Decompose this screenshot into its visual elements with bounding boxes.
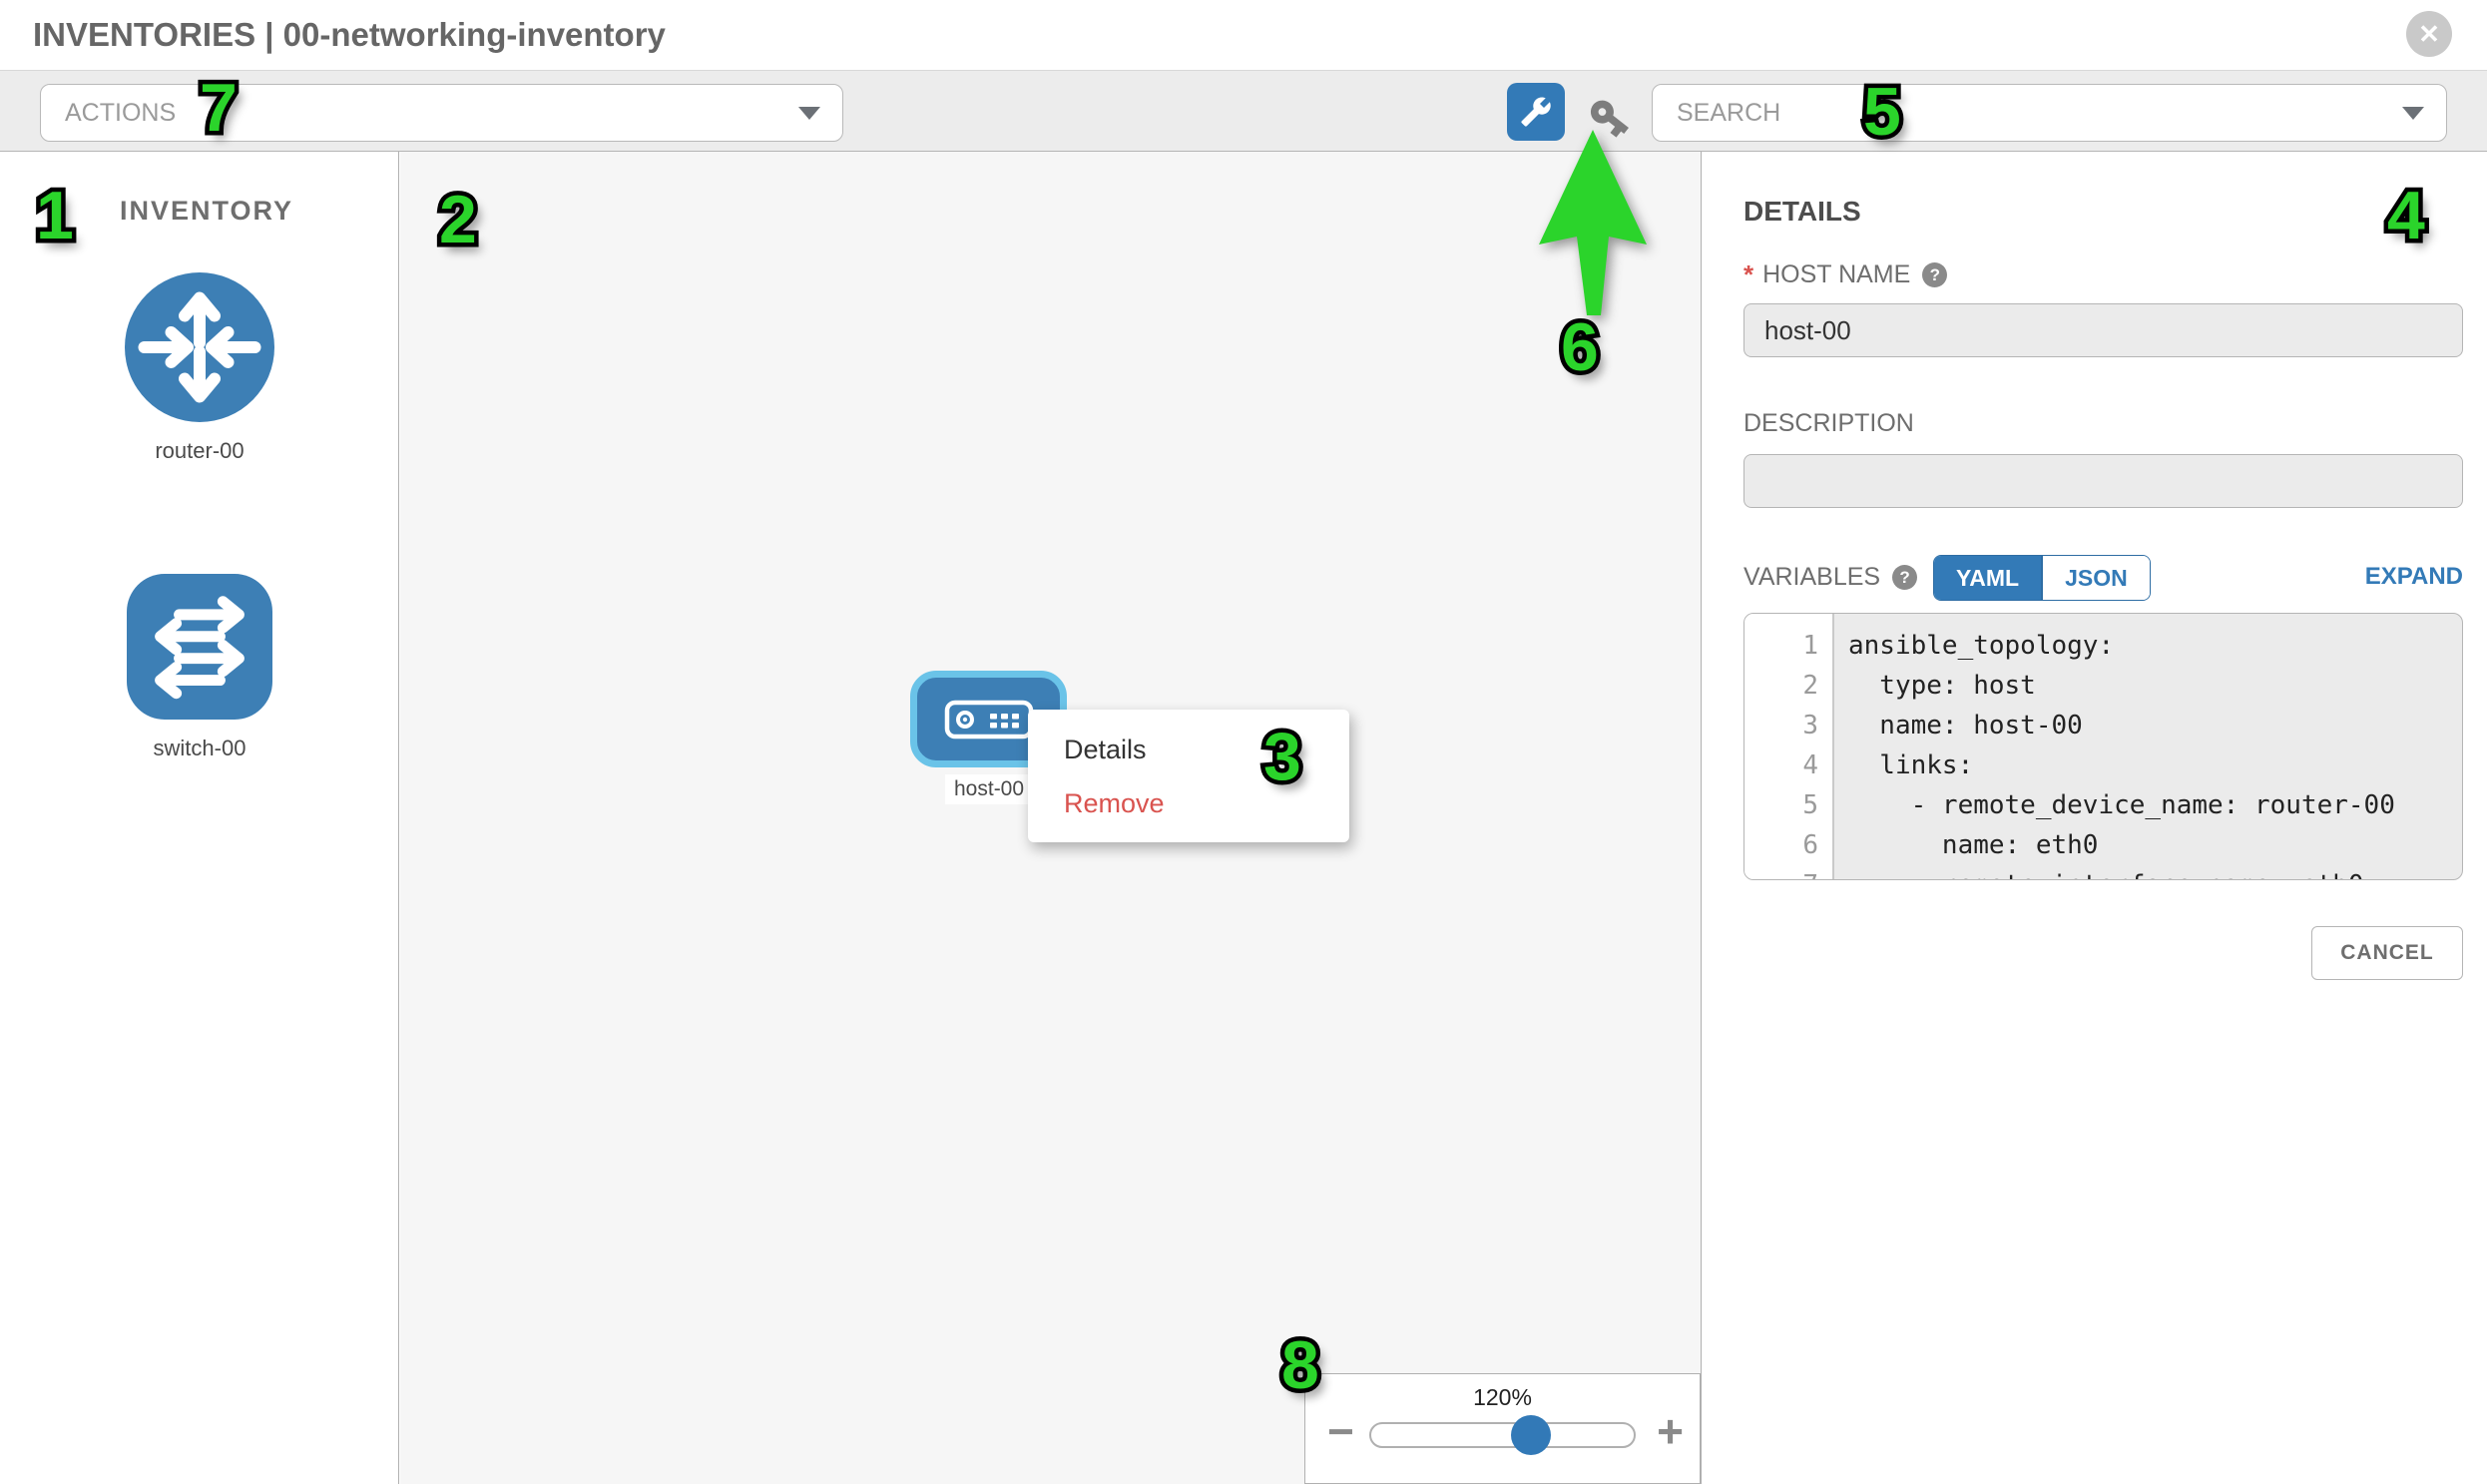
zoom-slider-thumb[interactable] (1511, 1415, 1551, 1455)
annotation-number-6: 6 (1557, 309, 1604, 386)
caret-down-icon (2402, 107, 2424, 120)
host-icon (944, 700, 1033, 739)
device-label: router-00 (155, 438, 245, 463)
device-label: switch-00 (153, 736, 247, 760)
host-name-label: HOST NAME (1762, 260, 1911, 288)
code-line: 4 links: (1802, 750, 1974, 780)
variables-row: VARIABLES ? YAML JSON EXPAND (1743, 555, 2463, 601)
variables-code-editor[interactable]: 1 ansible_topology: 2 type: host 3 name:… (1743, 613, 2463, 880)
caret-down-icon (798, 107, 820, 120)
search-dropdown-label: SEARCH (1677, 98, 1781, 127)
switch-icon (127, 574, 272, 720)
annotation-number-5: 5 (1859, 74, 1906, 151)
code-line: 5 - remote_device_name: router-00 (1802, 790, 2395, 820)
zoom-level-value: 120% (1473, 1384, 1532, 1410)
wrench-icon (1521, 97, 1551, 127)
host-node-label: host-00 (945, 774, 1034, 804)
code-line: 7 remote_interface_name: eth0 (1744, 865, 2462, 879)
variables-label: VARIABLES (1743, 563, 1881, 591)
details-panel: DETAILS * HOST NAME ? DESCRIPTION VARIAB… (1701, 152, 2487, 1484)
code-line: 3 name: host-00 (1802, 711, 2083, 741)
code-line: 1 ansible_topology: (1802, 631, 2115, 661)
annotation-number-8: 8 (1277, 1327, 1324, 1404)
inventory-sidebar: INVENTORY router-00 (0, 152, 399, 1484)
context-menu-item-remove[interactable]: Remove (1064, 788, 1165, 818)
description-input[interactable] (1743, 454, 2463, 508)
key-button[interactable] (1587, 95, 1633, 141)
expand-link[interactable]: EXPAND (2364, 563, 2463, 590)
help-icon[interactable]: ? (1892, 565, 1918, 590)
sidebar-device-router[interactable]: router-00 (125, 271, 274, 464)
toggle-yaml-button[interactable]: YAML (1934, 556, 2042, 600)
zoom-slider[interactable] (1369, 1415, 1636, 1455)
actions-dropdown[interactable]: ACTIONS (40, 84, 843, 142)
actions-dropdown-label: ACTIONS (65, 98, 177, 127)
close-icon[interactable]: ✕ (2406, 11, 2452, 57)
code-rows: 1 ansible_topology: 2 type: host 3 name:… (1744, 626, 2462, 879)
zoom-control-panel: 120% − + (1304, 1373, 1701, 1484)
required-marker: * (1743, 259, 1754, 289)
sidebar-title: INVENTORY (120, 196, 294, 226)
zoom-in-button[interactable]: + (1657, 1405, 1684, 1457)
search-dropdown[interactable]: SEARCH (1652, 84, 2447, 142)
toolbar: ACTIONS SEARCH (0, 70, 2487, 152)
context-menu: Details Remove (1028, 710, 1349, 842)
annotation-number-4: 4 (2383, 178, 2430, 254)
main-area: INVENTORY router-00 (0, 152, 2487, 1484)
router-icon (125, 272, 274, 422)
topology-canvas[interactable]: host-00 Details Remove 120% − + (400, 152, 1701, 1484)
annotation-number-2: 2 (435, 182, 482, 258)
sidebar-device-switch[interactable]: switch-00 (127, 573, 272, 761)
toggle-json-button[interactable]: JSON (2041, 556, 2150, 600)
arrow-up-annotation-icon (1525, 118, 1665, 332)
cancel-button[interactable]: CANCEL (2311, 926, 2463, 980)
variables-label-row: VARIABLES ? (1743, 563, 1918, 592)
variables-format-toggle: YAML JSON (1933, 555, 2151, 601)
details-panel-title: DETAILS (1743, 196, 1861, 227)
zoom-out-button[interactable]: − (1327, 1405, 1354, 1457)
host-name-input[interactable] (1743, 303, 2463, 357)
header: INVENTORIES | 00-networking-inventory ✕ (0, 0, 2487, 70)
host-name-label-row: * HOST NAME ? (1743, 259, 1948, 290)
configure-button[interactable] (1507, 83, 1565, 141)
context-menu-item-details[interactable]: Details (1064, 735, 1147, 764)
code-line: 6 name: eth0 (1802, 830, 2099, 860)
code-line: 2 type: host (1802, 671, 2036, 701)
help-icon[interactable]: ? (1922, 262, 1948, 287)
description-label: DESCRIPTION (1743, 409, 1914, 437)
key-icon (1590, 100, 1629, 138)
annotation-number-7: 7 (196, 70, 243, 147)
page-title: INVENTORIES | 00-networking-inventory (33, 16, 666, 53)
annotation-number-1: 1 (32, 178, 79, 254)
annotation-number-3: 3 (1259, 719, 1306, 795)
